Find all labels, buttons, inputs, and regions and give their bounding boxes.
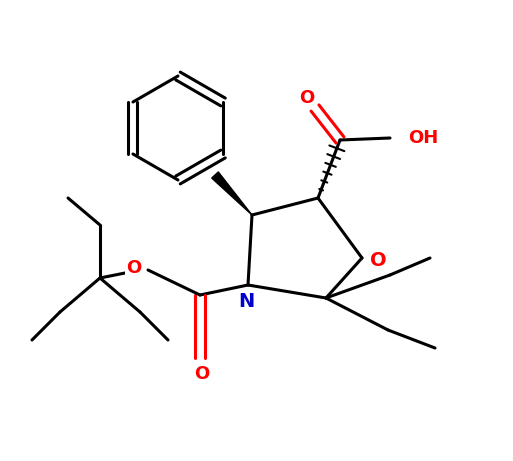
Text: OH: OH — [408, 129, 438, 147]
Polygon shape — [212, 172, 252, 215]
Text: O: O — [300, 89, 314, 107]
Text: O: O — [194, 365, 210, 383]
Text: N: N — [238, 291, 254, 311]
Text: O: O — [126, 259, 142, 277]
Text: O: O — [370, 250, 386, 270]
